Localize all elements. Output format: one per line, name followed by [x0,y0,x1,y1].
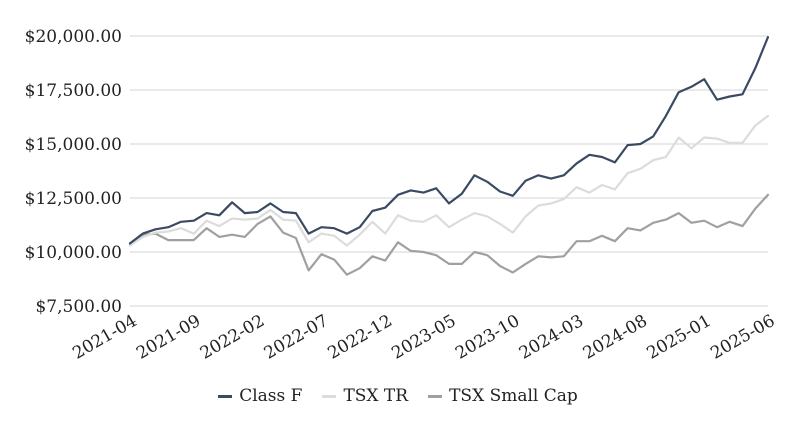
x-tick-label: 2022-02 [197,311,268,364]
series-line-class-f [128,35,770,245]
x-tick-label: 2025-01 [644,311,715,364]
y-tick-label: $17,500.00 [25,81,122,101]
legend-swatch-tsx-tr [322,394,337,398]
series-line-tsx-small-cap [128,193,770,276]
y-tick-label: $7,500.00 [35,297,122,317]
x-tick-label: 2024-03 [516,311,587,364]
y-tick-label: $10,000.00 [25,243,122,263]
legend-label-class-f: Class F [239,386,303,406]
gridlines [130,35,768,307]
x-tick-label: 2024-08 [580,311,651,364]
legend-swatch-class-f [218,394,233,398]
x-tick-label: 2022-07 [261,311,332,364]
series-line-tsx-tr [128,114,770,247]
x-axis-ticks: 2021-042021-092022-022022-072022-122023-… [69,311,778,364]
legend-label-tsx-tr: TSX TR [343,386,409,406]
x-tick-label: 2023-05 [388,311,459,364]
legend-item-tsx-small-cap: TSX Small Cap [428,386,578,406]
legend-label-tsx-small-cap: TSX Small Cap [449,386,578,406]
series-lines [128,35,770,276]
legend-item-class-f: Class F [218,386,302,406]
x-tick-label: 2025-06 [707,311,778,364]
x-tick-label: 2023-10 [452,311,523,364]
legend-swatch-tsx-small-cap [428,394,443,398]
legend-item-tsx-tr: TSX TR [322,386,408,406]
legend: Class F TSX TR TSX Small Cap [0,381,796,411]
x-tick-label: 2021-04 [69,311,140,364]
x-tick-label: 2022-12 [325,311,396,364]
y-tick-label: $20,000.00 [25,27,122,47]
y-tick-label: $12,500.00 [25,189,122,209]
x-tick-label: 2021-09 [133,311,204,364]
y-axis-ticks: $7,500.00 $10,000.00 $12,500.00 $15,000.00 $… [25,27,122,317]
y-tick-label: $15,000.00 [25,135,122,155]
